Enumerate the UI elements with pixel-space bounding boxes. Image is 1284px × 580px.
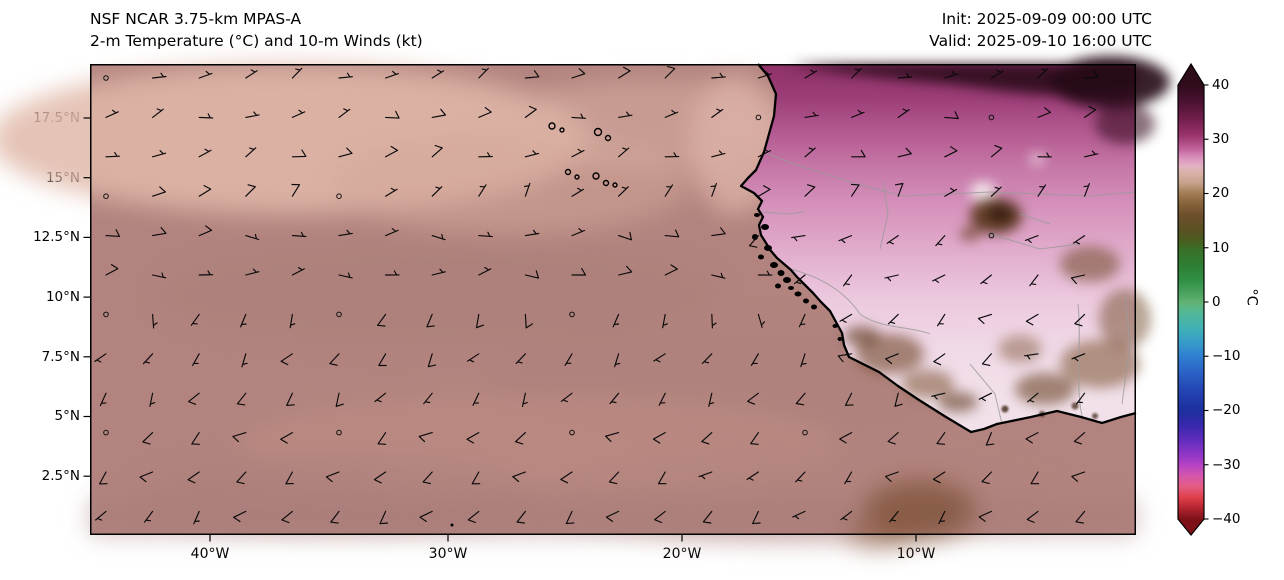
colorbar-tick-label: 0 (1212, 294, 1221, 310)
map-plot (0, 56, 1170, 550)
colorbar-unit-label: °C (1243, 288, 1260, 306)
y-tick-label: 2.5°N (41, 468, 80, 484)
x-tick-label: 10°W (896, 546, 936, 562)
colorbar-tick-label: 30 (1212, 131, 1230, 147)
y-tick-label: 7.5°N (41, 349, 80, 365)
country-borders (761, 151, 1137, 425)
colorbar (1177, 62, 1209, 536)
colorbar-gradient-bar (1177, 62, 1209, 536)
y-tick-label: 12.5°N (33, 229, 80, 245)
y-tick-label: 10°N (45, 289, 80, 305)
cape-verde-islands (548, 122, 618, 188)
valid-time: Valid: 2025-09-10 16:00 UTC (929, 32, 1152, 50)
wind-barbs-layer (94, 65, 1099, 525)
y-tick-label: 5°N (54, 408, 80, 424)
model-title: NSF NCAR 3.75-km MPAS-A (90, 10, 302, 28)
colorbar-tick-label: −20 (1212, 402, 1241, 418)
colorbar-tick-label: 20 (1212, 185, 1230, 201)
field-title: 2-m Temperature (°C) and 10-m Winds (kt) (90, 32, 423, 50)
coastal-islands (450, 213, 843, 527)
axis-tick-marks (83, 117, 917, 542)
map-canvas (0, 56, 1170, 550)
land-shading-layer (790, 56, 1170, 412)
x-tick-label: 20°W (662, 546, 702, 562)
map-frame (90, 64, 1136, 535)
init-time: Init: 2025-09-09 00:00 UTC (941, 10, 1152, 28)
colorbar-tick-label: −30 (1212, 457, 1241, 473)
x-tick-label: 30°W (428, 546, 468, 562)
colorbar-tick-label: 10 (1212, 240, 1230, 256)
colorbar-tick-label: −10 (1212, 348, 1241, 364)
sst-shading-layer (0, 64, 1136, 550)
colorbar-tick-label: −40 (1212, 511, 1241, 527)
coastline (739, 63, 1137, 434)
x-tick-label: 40°W (190, 546, 230, 562)
colorbar-tick-marks (1204, 84, 1209, 520)
colorbar-tick-label: 40 (1212, 77, 1230, 93)
